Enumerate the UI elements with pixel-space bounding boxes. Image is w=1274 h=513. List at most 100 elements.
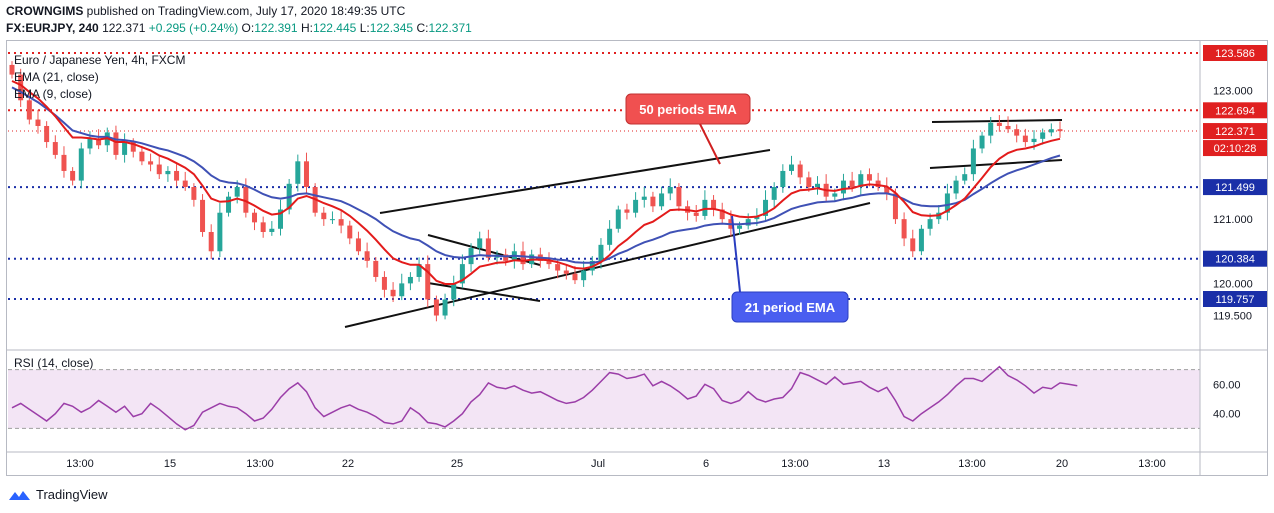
time-tick-label: Jul [591, 458, 605, 470]
candle-body [303, 161, 309, 188]
candle-body [615, 209, 621, 229]
time-tick-label: 20 [1056, 458, 1068, 470]
candle-body [156, 164, 162, 175]
candle-body [165, 170, 171, 175]
candle-body [970, 148, 976, 175]
candle-body [425, 264, 431, 300]
ema9-line [11, 80, 1061, 285]
chart-frame[interactable] [6, 40, 1268, 476]
published-info: published on TradingView.com, July 17, 2… [83, 4, 406, 18]
candle-body [693, 212, 699, 216]
candle-body [226, 196, 232, 213]
time-tick-label: 22 [342, 458, 354, 470]
candle-body [208, 231, 214, 252]
candle-body [962, 174, 968, 181]
candle-body [667, 187, 673, 194]
candle-body [1057, 129, 1063, 132]
candle-body [269, 228, 275, 232]
candle-body [676, 187, 682, 207]
candle-body [390, 289, 396, 297]
ema50-callout-pointer [699, 123, 721, 165]
candle-body [364, 251, 370, 261]
candle-body [243, 187, 249, 213]
candle-body [1005, 125, 1011, 130]
candle-body [572, 273, 578, 281]
time-tick-label: 6 [703, 458, 709, 470]
rsi-tick-label: 40.00 [1213, 409, 1241, 421]
candle-body [797, 164, 803, 178]
rsi-line [11, 365, 1078, 431]
close-value: 122.371 [428, 21, 472, 35]
time-tick-label: 13:00 [66, 458, 94, 470]
tradingview-brand: TradingView [36, 487, 108, 502]
candle-body [979, 135, 985, 149]
ema9-legend: EMA (9, close) [14, 87, 92, 101]
candle-body [892, 193, 898, 220]
candle-body [598, 244, 604, 261]
level-badge-120.384 [1203, 250, 1267, 267]
trend-line [379, 149, 771, 214]
candle-body [840, 180, 846, 194]
high-value: 122.445 [312, 21, 357, 35]
candle-body [96, 138, 102, 146]
candle-body [122, 142, 128, 155]
candle-body [719, 209, 725, 220]
rsi-band [8, 369, 1200, 429]
candle-body [641, 196, 647, 200]
symbol: FX:EURJPY, 240 [6, 21, 99, 35]
candle-body [26, 100, 32, 120]
candle-body [1031, 138, 1037, 143]
candle-body [78, 148, 84, 181]
candle-body [217, 212, 223, 252]
candle-body [858, 174, 864, 188]
price-tick-label: 123.000 [1213, 86, 1253, 98]
candle-body [477, 238, 483, 249]
candle-body [18, 74, 24, 101]
candle-body [520, 251, 526, 265]
level-badge-text: 122.694 [1215, 105, 1255, 117]
candle-body [252, 212, 258, 223]
trend-line [931, 119, 1063, 123]
candle-body [399, 283, 405, 297]
candle-body [485, 238, 491, 258]
level-badge-123.586 [1203, 45, 1267, 61]
candle-body [442, 299, 448, 316]
high-label: H: [300, 21, 313, 35]
candle-body [702, 199, 708, 216]
candle-body [70, 170, 76, 181]
candle-body [832, 193, 838, 197]
candle-body [988, 122, 994, 136]
candle-body [182, 180, 188, 188]
time-tick-label: 13 [878, 458, 890, 470]
candle-body [884, 187, 890, 194]
candle-body [1040, 132, 1046, 139]
price-tick-label: 120.000 [1213, 278, 1253, 290]
candle-body [910, 238, 916, 252]
time-tick-label: 13:00 [246, 458, 274, 470]
candle-body [191, 187, 197, 200]
price-change: +0.295 (+0.24%) [148, 21, 239, 35]
countdown-text: 02:10:28 [1214, 143, 1257, 155]
candle-body [563, 270, 569, 274]
candle-body [659, 193, 665, 207]
candle-body [901, 219, 907, 239]
time-tick-label: 15 [164, 458, 176, 470]
level-badge-text: 123.586 [1215, 48, 1255, 60]
ema50-callout-box [625, 93, 751, 125]
ema50-callout-text: 50 periods EMA [639, 102, 737, 117]
candle-body [607, 228, 613, 245]
candle-body [581, 270, 587, 281]
tradingview-logo-icon [9, 490, 30, 500]
candle-body [866, 174, 872, 181]
candle-body [806, 177, 812, 188]
time-tick-label: 13:00 [1138, 458, 1166, 470]
level-badge-122.694 [1203, 102, 1267, 119]
ema21-callout-box [731, 291, 849, 323]
publisher-name: CROWNGIMS [6, 4, 84, 18]
candle-body [927, 219, 933, 229]
candle-body [789, 164, 795, 171]
candle-body [433, 299, 439, 316]
tradingview-footer[interactable]: TradingView [8, 487, 108, 502]
candle-body [737, 225, 743, 229]
